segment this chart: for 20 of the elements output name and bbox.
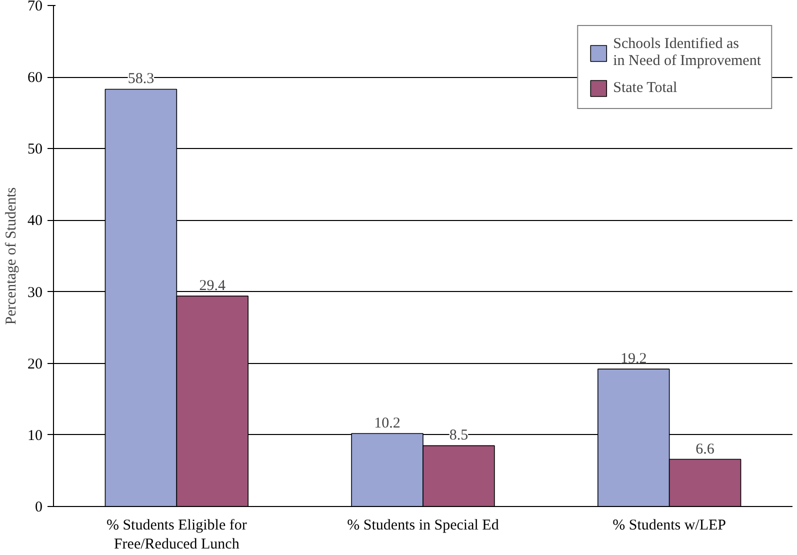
data-label: 8.5 [449,428,468,444]
y-axis-title: Percentage of Students [4,187,20,325]
legend-label: State Total [613,80,678,96]
y-tick-label: 40 [28,213,42,230]
x-tick-label: % Students in Special Ed [347,518,500,534]
data-label: 6.6 [696,441,715,458]
y-tick-label: 70 [28,0,42,14]
y-tick-label: 30 [28,284,42,301]
y-tick-label: 20 [28,356,42,372]
y-tick-label: 0 [35,500,42,516]
y-tick-label: 10 [28,428,42,444]
legend-label: Schools Identified as in Need of Improvement [613,36,761,70]
x-tick-label: % Students w/LEP [612,518,726,534]
data-label: 19.2 [620,351,647,368]
data-label: 58.3 [128,71,154,88]
y-tick-label: 50 [28,142,42,158]
y-tick-label: 60 [28,70,42,86]
data-label: 10.2 [374,415,400,432]
data-label: 29.4 [199,278,226,294]
x-tick-label: % Students Eligible for Free/Reduced Lunch [106,518,247,553]
